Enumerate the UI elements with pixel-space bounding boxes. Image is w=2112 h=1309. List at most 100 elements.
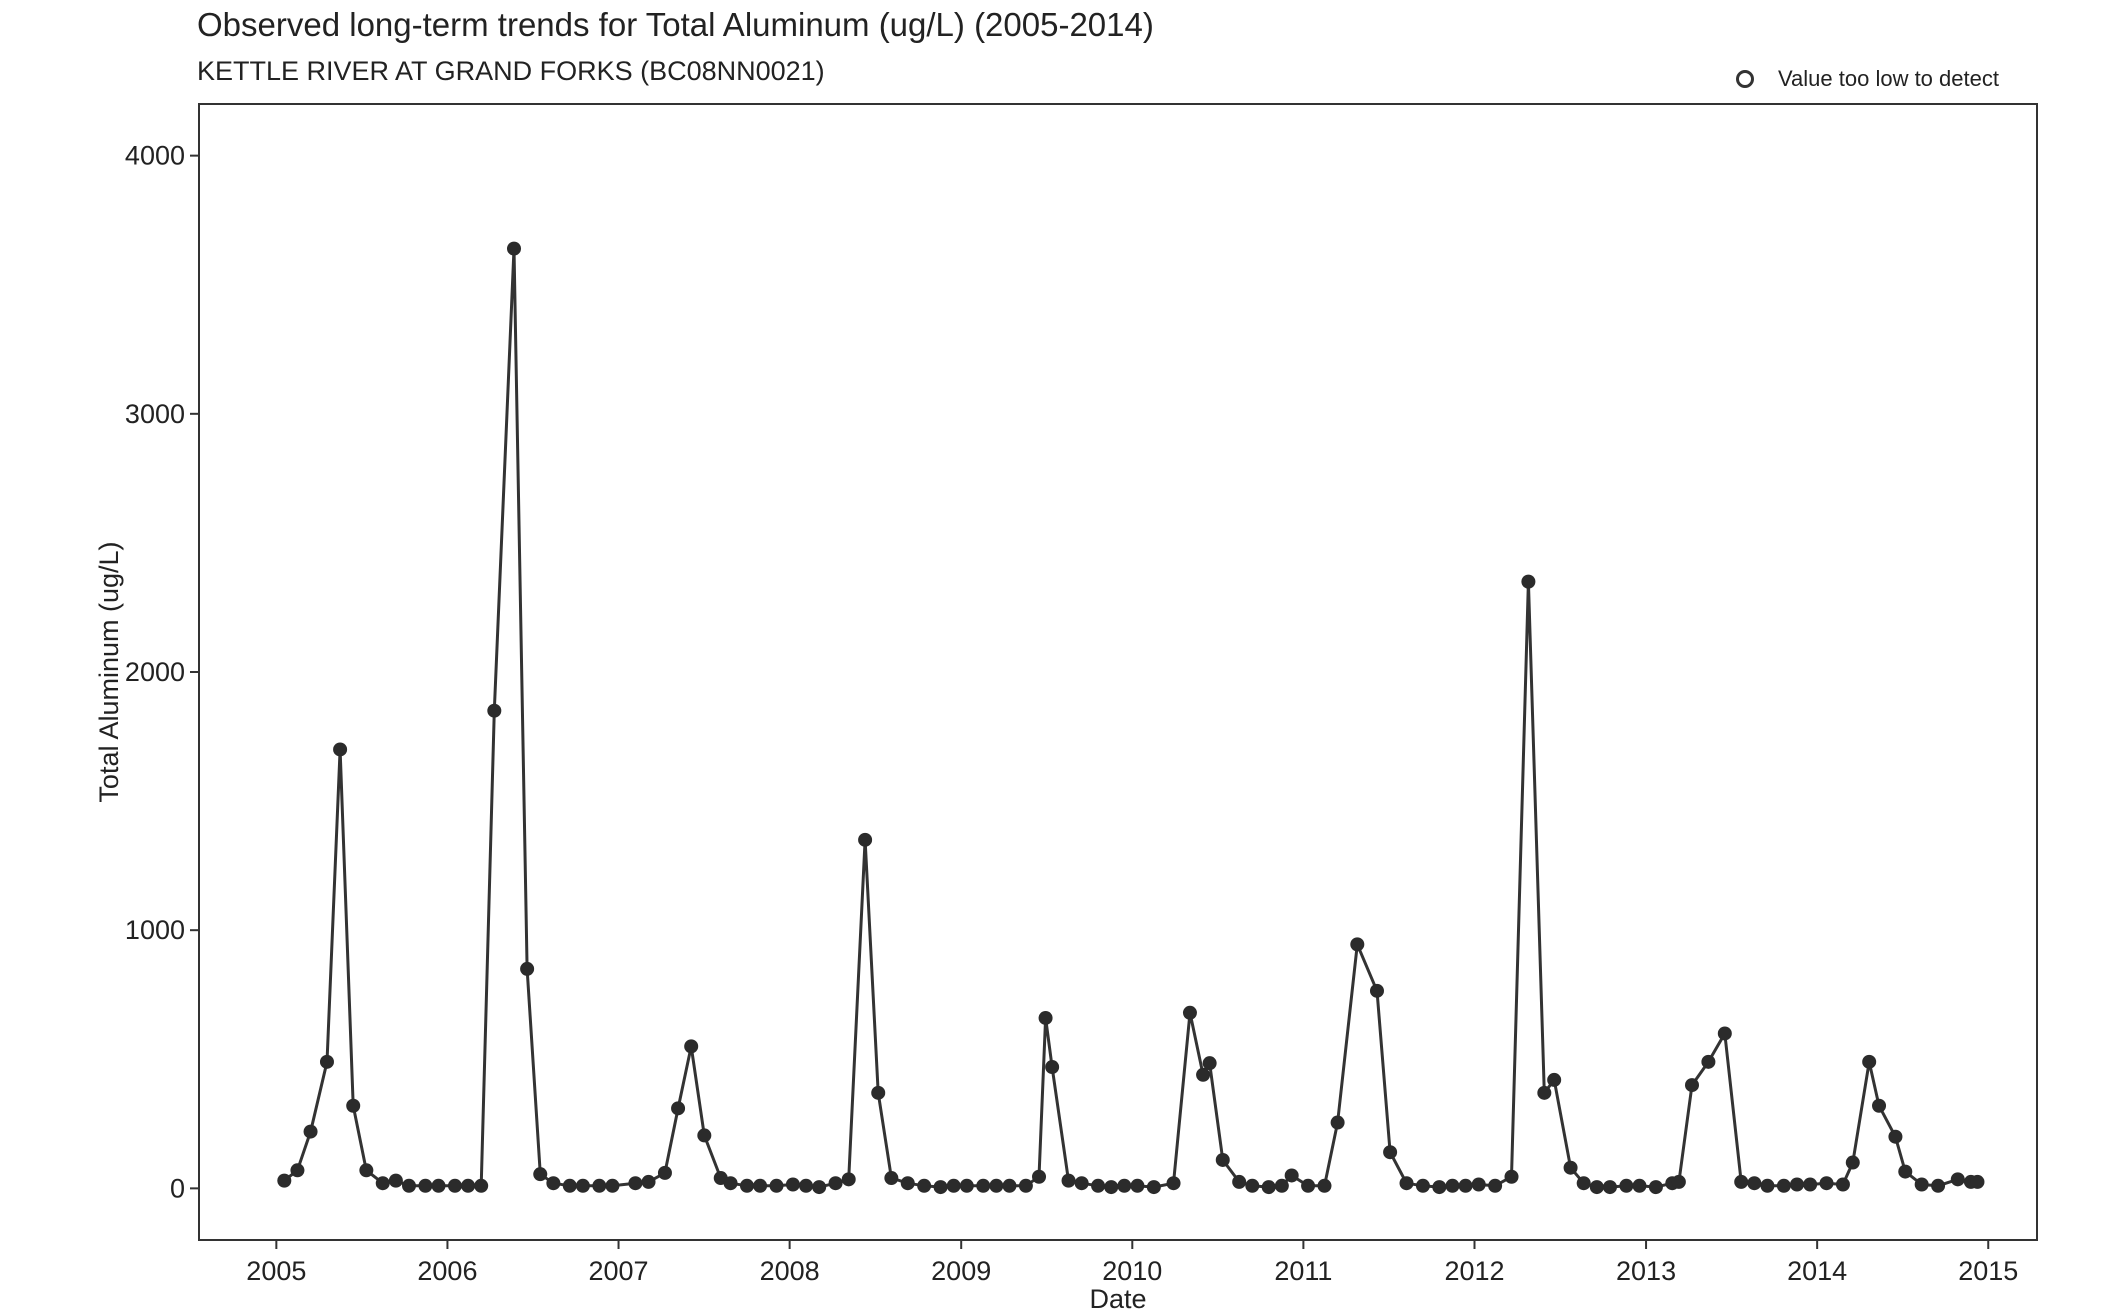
data-point	[799, 1178, 814, 1193]
legend: Value too low to detect	[1736, 66, 1999, 92]
data-point	[1232, 1174, 1247, 1189]
data-point	[1488, 1178, 1503, 1193]
data-point	[1898, 1164, 1913, 1179]
data-point	[1717, 1026, 1732, 1041]
data-point	[933, 1180, 948, 1195]
y-axis: 0 1000 2000 3000 4000	[125, 141, 199, 1203]
data-point	[507, 241, 522, 256]
data-point	[1760, 1178, 1775, 1193]
data-point	[1032, 1169, 1047, 1184]
data-point	[1845, 1155, 1860, 1170]
data-point	[959, 1178, 974, 1193]
data-point	[1862, 1054, 1877, 1069]
data-point	[1045, 1060, 1060, 1075]
data-point	[769, 1178, 784, 1193]
data-point	[1888, 1129, 1903, 1144]
data-point	[1330, 1115, 1345, 1130]
data-point	[546, 1176, 561, 1191]
data-point	[1619, 1178, 1634, 1193]
y-tick-label: 2000	[125, 657, 185, 687]
data-point	[1061, 1173, 1076, 1188]
data-point	[1383, 1145, 1398, 1160]
data-point	[592, 1178, 607, 1193]
data-point	[1018, 1178, 1033, 1193]
data-point	[753, 1178, 768, 1193]
data-point	[319, 1054, 334, 1069]
y-tick-label: 3000	[125, 399, 185, 429]
data-point	[1914, 1177, 1929, 1192]
data-point	[388, 1173, 403, 1188]
data-point	[884, 1171, 899, 1186]
x-axis: 2005 2006 2007 2008 2009 2010 2011 2012 2013 2014…	[246, 1240, 2018, 1286]
data-point	[1950, 1172, 1965, 1187]
data-point	[1819, 1176, 1834, 1191]
data-point	[1789, 1177, 1804, 1192]
data-point	[1002, 1178, 1017, 1193]
chart-title: Observed long-term trends for Total Alum…	[197, 6, 1154, 43]
data-point	[900, 1176, 915, 1191]
data-point	[1166, 1176, 1181, 1191]
data-point	[1671, 1174, 1686, 1189]
data-point	[739, 1178, 754, 1193]
data-point	[474, 1178, 489, 1193]
data-point	[402, 1178, 417, 1193]
x-tick-label: 2008	[760, 1256, 820, 1286]
data-point	[359, 1163, 374, 1178]
data-point	[605, 1178, 620, 1193]
data-point	[812, 1180, 827, 1195]
data-point	[976, 1178, 991, 1193]
data-point	[431, 1178, 446, 1193]
legend-label: Value too low to detect	[1778, 66, 1999, 91]
data-point	[1182, 1005, 1197, 1020]
data-point	[1835, 1177, 1850, 1192]
data-point	[1521, 574, 1536, 589]
data-point	[1632, 1178, 1647, 1193]
data-point	[657, 1165, 672, 1180]
x-tick-label: 2012	[1444, 1256, 1504, 1286]
data-point	[277, 1173, 292, 1188]
data-point	[303, 1124, 318, 1139]
data-point	[562, 1178, 577, 1193]
data-point	[1415, 1178, 1430, 1193]
data-point	[1872, 1098, 1887, 1113]
data-point	[1701, 1054, 1716, 1069]
data-point	[858, 832, 873, 847]
data-point	[1196, 1067, 1211, 1082]
data-point	[671, 1101, 686, 1116]
data-point	[1734, 1174, 1749, 1189]
data-point	[684, 1039, 699, 1054]
data-point	[1301, 1178, 1316, 1193]
data-point	[1458, 1178, 1473, 1193]
data-point	[641, 1174, 656, 1189]
data-point	[520, 961, 535, 976]
data-point	[1776, 1178, 1791, 1193]
data-point	[828, 1176, 843, 1191]
data-point	[1215, 1152, 1230, 1167]
series-line	[283, 247, 1978, 1189]
data-point	[841, 1172, 856, 1187]
data-point	[871, 1085, 886, 1100]
data-point	[1091, 1178, 1106, 1193]
y-tick-label: 1000	[125, 915, 185, 945]
data-point	[1432, 1180, 1447, 1195]
data-point	[333, 742, 348, 757]
data-point	[1284, 1168, 1299, 1183]
data-point	[1648, 1180, 1663, 1195]
x-tick-label: 2015	[1958, 1256, 2018, 1286]
data-point	[1803, 1177, 1818, 1192]
chart-subtitle: KETTLE RIVER AT GRAND FORKS (BC08NN0021)	[197, 56, 825, 86]
data-point	[533, 1167, 548, 1182]
data-point	[1074, 1176, 1089, 1191]
x-tick-label: 2007	[588, 1256, 648, 1286]
data-point	[1471, 1177, 1486, 1192]
data-point	[418, 1178, 433, 1193]
data-point	[447, 1178, 462, 1193]
y-axis-label: Total Aluminum (ug/L)	[94, 541, 124, 802]
data-point	[1970, 1174, 1985, 1189]
data-point	[1350, 937, 1365, 952]
data-point	[1130, 1178, 1145, 1193]
data-point	[1563, 1160, 1578, 1175]
data-point	[1261, 1180, 1276, 1195]
data-point	[1245, 1178, 1260, 1193]
